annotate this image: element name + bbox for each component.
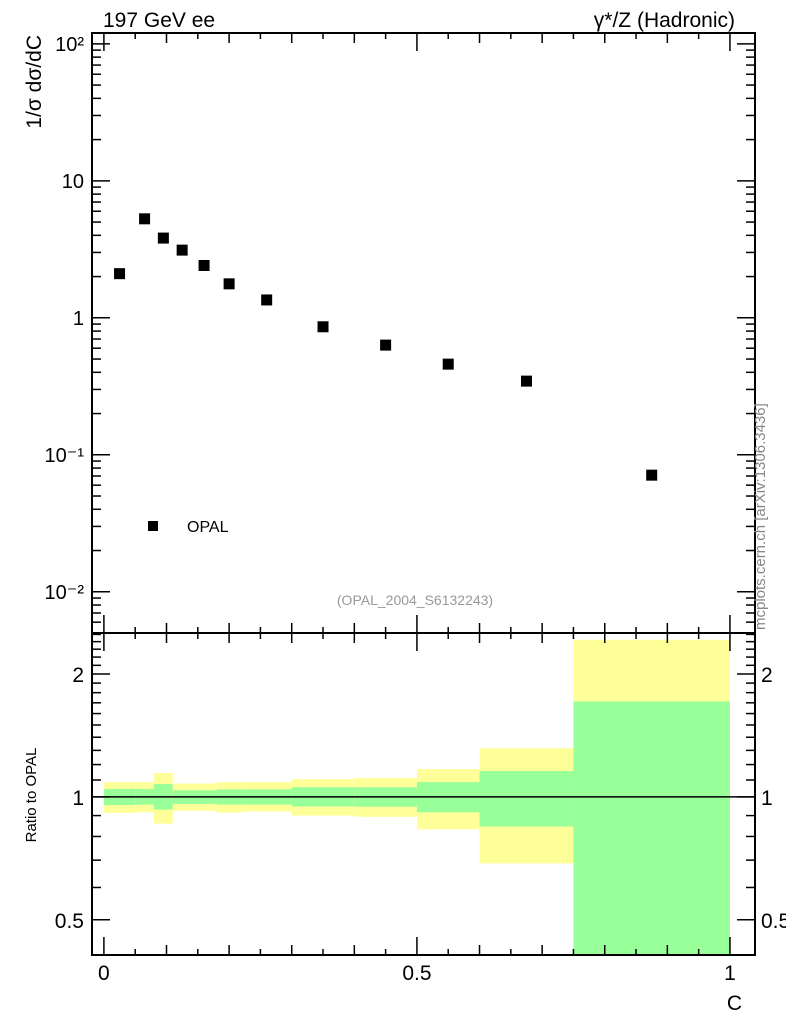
y-tick-label: 1 [73,308,84,330]
analysis-id-label: (OPAL_2004_S6132243) [337,592,493,608]
main-y-axis-label: 1/σ dσ/dC [23,35,46,129]
data-point [317,321,329,333]
ratio-y-tick-label-right: 1 [761,787,773,810]
y-tick-label: 10² [55,34,84,56]
data-point [646,469,658,481]
data-point [442,358,454,370]
data-points [114,213,658,481]
x-tick-label: 0 [98,962,110,985]
data-point [114,268,126,280]
data-point [520,375,532,387]
legend-label: OPAL [187,519,229,536]
ratio-plot-frame [91,632,756,956]
x-axis-label: C [727,992,742,1015]
ratio-y-tick-label-left: 1 [72,787,84,810]
ratio-y-tick-label-right: 2 [761,664,773,687]
data-point [139,213,151,225]
ratio-y-tick-label-left: 2 [72,664,84,687]
y-tick-label: 10 [62,171,84,193]
ratio-y-axis-label: Ratio to OPAL [23,748,40,843]
ratio-axes: 0.5 0.5 1 1 2 2 0 0.5 1 [55,632,786,985]
data-point [380,339,392,351]
y-tick-label: 10⁻² [45,582,85,604]
x-tick-label: 0.5 [402,962,431,985]
stat-uncertainty-band [573,701,730,955]
header-right-label: γ*/Z (Hadronic) [594,9,735,32]
x-tick-label: 1 [724,962,736,985]
ratio-y-tick-label-right: 0.5 [761,910,786,933]
legend-marker [148,521,158,531]
y-tick-label: 10⁻¹ [45,445,85,467]
header-left-label: 197 GeV ee [103,9,215,32]
ratio-y-tick-label-left: 0.5 [55,910,84,933]
data-point [223,278,235,290]
main-axes: 10⁻² 10⁻¹ 1 10 10² [45,32,756,634]
main-plot-frame [91,32,756,634]
stat-uncertainty-band [479,771,574,827]
data-point [261,294,273,306]
data-point [198,259,210,271]
watermark: mcplots.cern.ch [arXiv:1306.3436] [752,403,769,630]
data-point [157,232,169,244]
data-point [176,244,188,256]
